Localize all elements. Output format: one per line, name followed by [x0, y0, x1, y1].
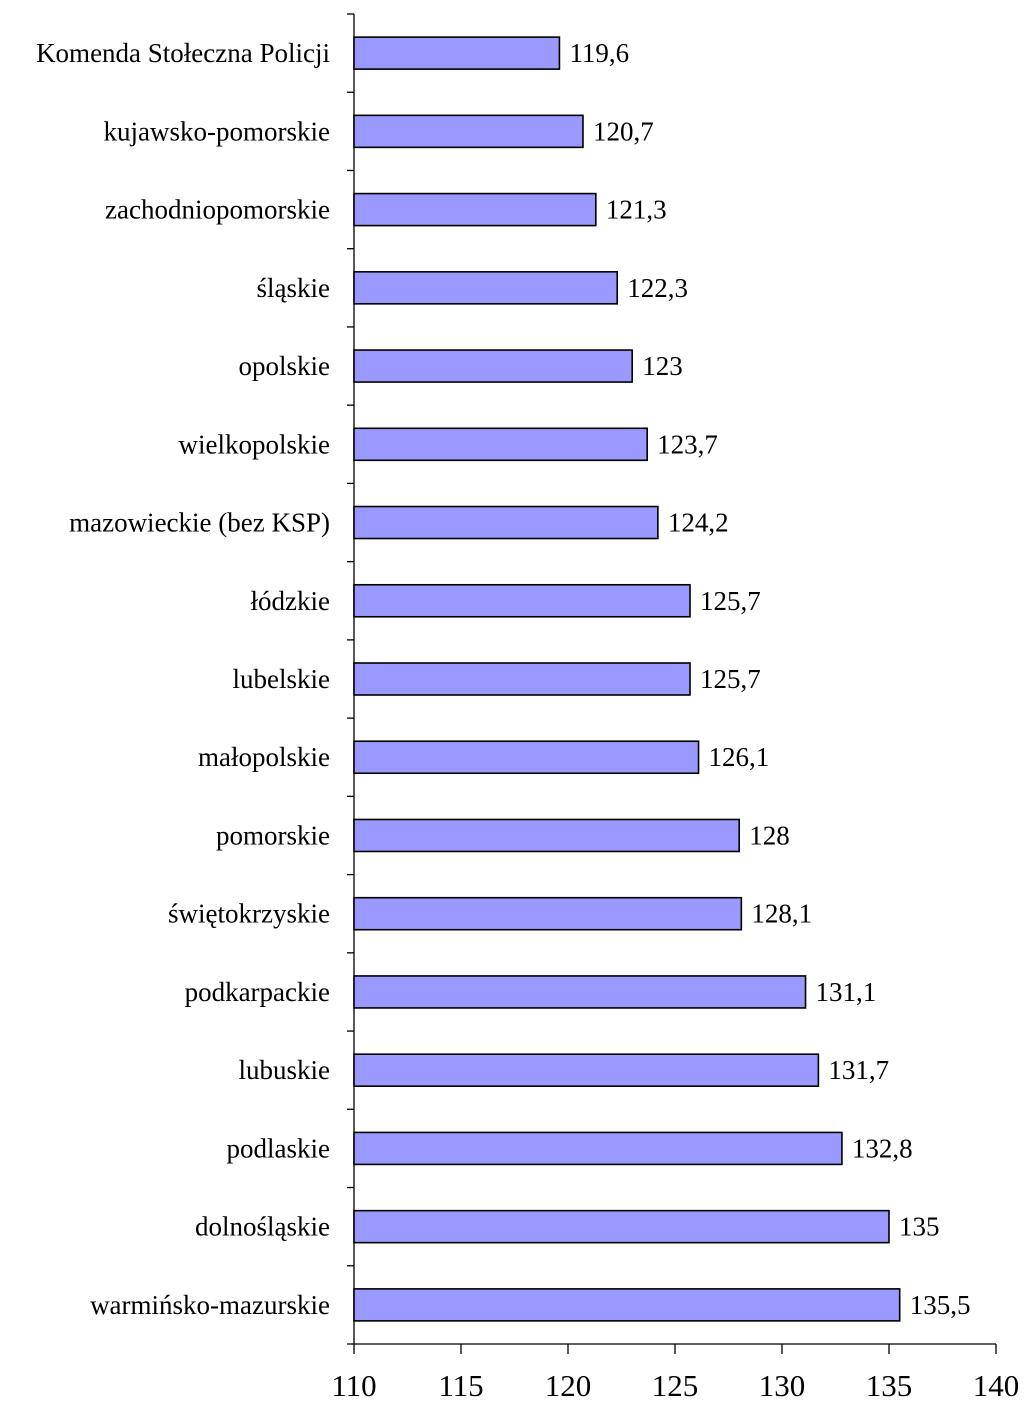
- category-label: warmińsko-mazurskie: [90, 1290, 330, 1320]
- category-label: lubelskie: [233, 664, 330, 694]
- category-label: podlaskie: [227, 1133, 330, 1163]
- data-label: 135,5: [910, 1290, 971, 1320]
- data-label: 128: [749, 820, 790, 850]
- category-label: małopolskie: [198, 742, 330, 772]
- data-label: 123: [642, 351, 683, 381]
- bar: [353, 427, 648, 462]
- bar: [353, 271, 619, 305]
- bar: [353, 1131, 843, 1166]
- bar: [353, 349, 634, 383]
- data-label: 123,7: [657, 429, 718, 459]
- category-label: opolskie: [239, 351, 331, 381]
- data-label: 125,7: [700, 664, 761, 694]
- x-tick-label: 120: [545, 1368, 592, 1403]
- bar: [353, 1288, 901, 1322]
- chart-labels: Komenda Stołeczna Policji 119,6 kujawsko-p…: [36, 38, 970, 1320]
- bar: [353, 192, 597, 227]
- x-tick-label: 125: [652, 1368, 699, 1403]
- category-label: dolnośląskie: [195, 1212, 330, 1242]
- data-label: 125,7: [700, 586, 761, 616]
- category-label: lubuskie: [239, 1055, 331, 1085]
- category-label: mazowieckie (bez KSP): [69, 508, 330, 538]
- data-label: 124,2: [668, 508, 729, 538]
- category-label: kujawsko-pomorskie: [104, 116, 330, 146]
- bar: [353, 505, 659, 540]
- category-label: zachodniopomorskie: [105, 195, 330, 225]
- data-label: 126,1: [709, 742, 770, 772]
- x-tick-label: 110: [331, 1368, 376, 1403]
- bar: [353, 1209, 890, 1244]
- bar: [353, 114, 584, 149]
- category-label: pomorskie: [216, 820, 330, 850]
- bar: [353, 975, 807, 1009]
- category-label: podkarpackie: [185, 977, 330, 1007]
- bar: [353, 740, 700, 775]
- x-tick-label: 130: [759, 1368, 806, 1403]
- data-label: 122,3: [627, 273, 688, 303]
- x-tick-label: 135: [866, 1368, 913, 1403]
- category-label: śląskie: [257, 273, 331, 303]
- bar: [353, 36, 561, 70]
- category-label: wielkopolskie: [179, 429, 330, 459]
- chart-bars: [353, 36, 901, 1322]
- category-label: Komenda Stołeczna Policji: [36, 38, 330, 68]
- data-label: 135: [899, 1212, 940, 1242]
- category-label: łódzkie: [251, 586, 330, 616]
- x-tick-label: 115: [438, 1368, 483, 1403]
- data-label: 131,7: [828, 1055, 889, 1085]
- data-label: 131,1: [816, 977, 877, 1007]
- x-tick-label: 140: [973, 1368, 1020, 1403]
- bar: [353, 818, 741, 853]
- bar: [353, 662, 691, 696]
- data-label: 119,6: [569, 38, 629, 68]
- chart-axes: 110 115 120 125 130 135 140: [331, 13, 1020, 1403]
- data-label: 128,1: [751, 899, 812, 929]
- bar: [353, 1053, 820, 1087]
- data-label: 132,8: [852, 1133, 913, 1163]
- data-label: 120,7: [593, 116, 654, 146]
- category-label: świętokrzyskie: [168, 899, 330, 929]
- bar: [353, 583, 691, 618]
- data-label: 121,3: [606, 195, 667, 225]
- bar: [353, 896, 743, 931]
